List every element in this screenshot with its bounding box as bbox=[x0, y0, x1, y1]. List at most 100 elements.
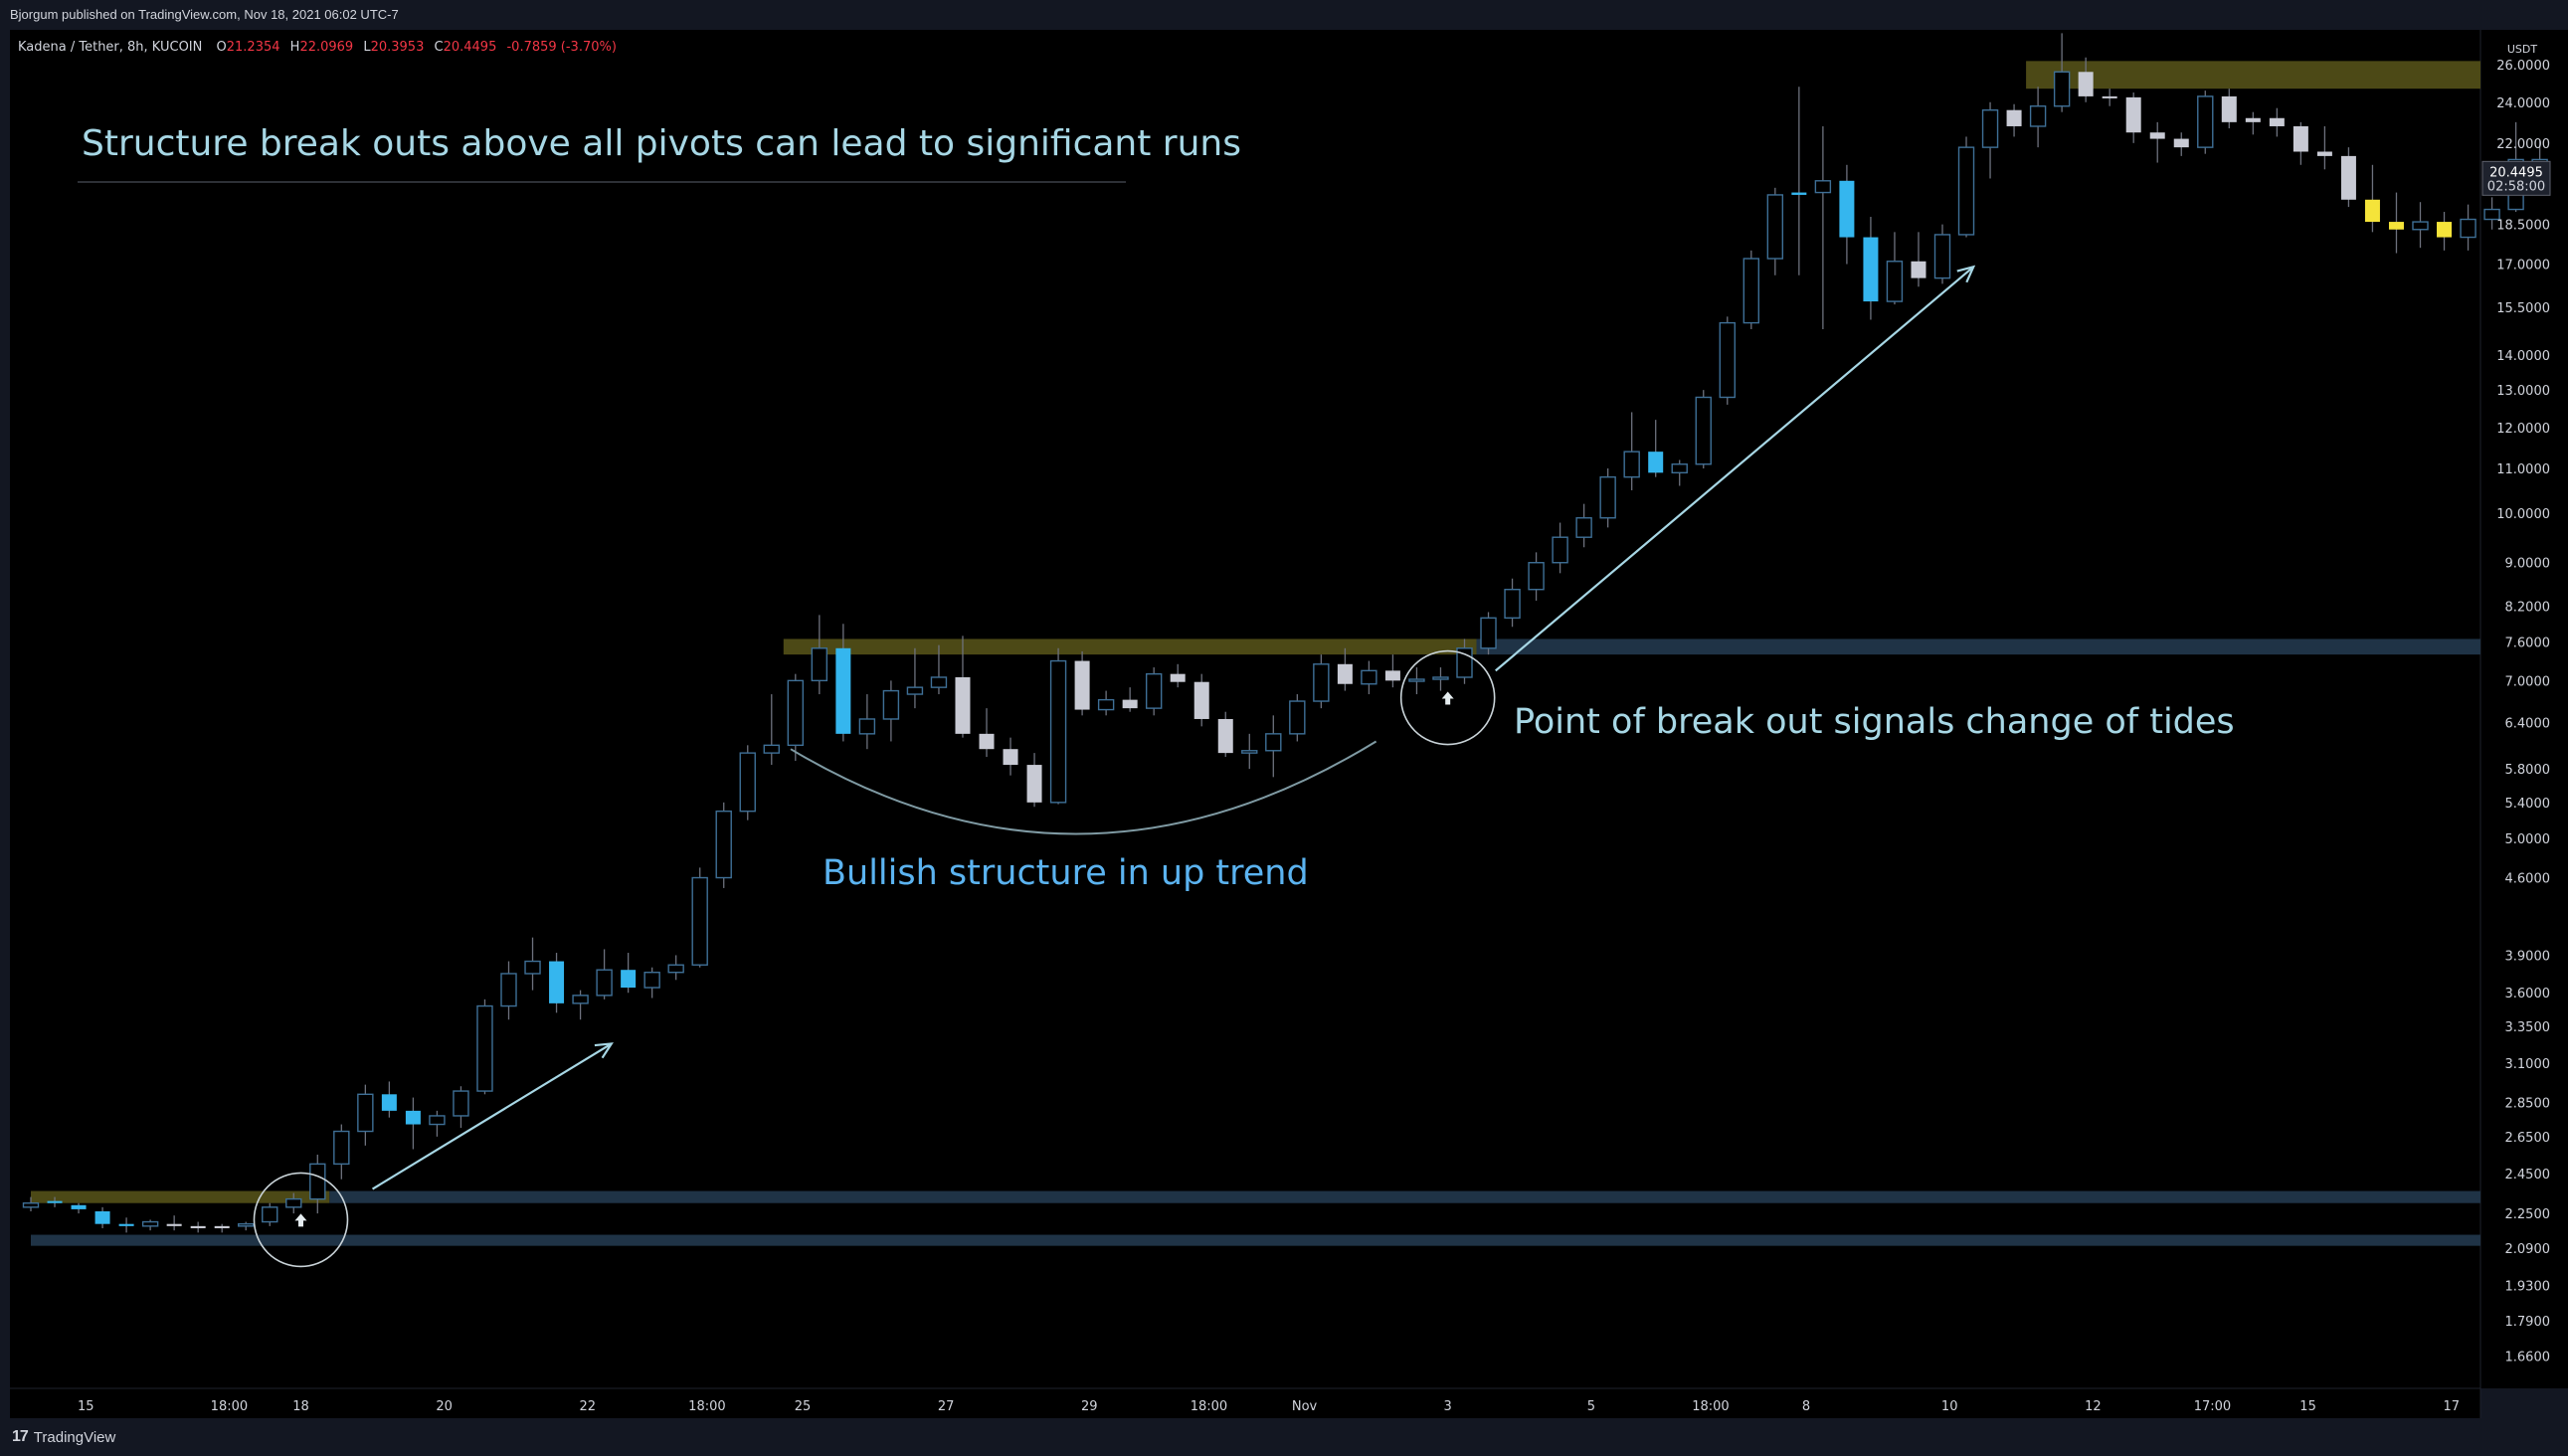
candle-3 bbox=[94, 1206, 110, 1229]
candle-body bbox=[22, 1202, 40, 1208]
candle-38 bbox=[930, 644, 948, 695]
price-axis-panel bbox=[2480, 30, 2568, 1388]
candle-body bbox=[1337, 663, 1353, 684]
time-tick-label: 18:00 bbox=[688, 1399, 725, 1414]
candle-body bbox=[500, 973, 517, 1007]
candle-98 bbox=[2364, 164, 2380, 233]
candle-1 bbox=[47, 1196, 63, 1207]
candle-23 bbox=[572, 990, 589, 1020]
candle-91 bbox=[2197, 91, 2214, 154]
candle-82 bbox=[1981, 101, 1999, 179]
price-axis[interactable]: USDT 26.0000 24.0000 22.0000 18.5000 17.0000… bbox=[2496, 43, 2550, 1365]
candle-body bbox=[811, 647, 828, 682]
candle-37 bbox=[906, 647, 924, 709]
candle-body bbox=[858, 718, 876, 735]
candle-body bbox=[1145, 672, 1163, 709]
price-tick-label: 10.0000 bbox=[2496, 507, 2550, 522]
time-tick-label: 17 bbox=[2443, 1399, 2460, 1414]
price-tick-label: 12.0000 bbox=[2496, 422, 2550, 437]
candle-body bbox=[1003, 749, 1018, 766]
candle-body bbox=[2340, 155, 2356, 200]
candle-body bbox=[1766, 194, 1784, 260]
candle-68 bbox=[1648, 420, 1664, 477]
candle-body bbox=[1193, 681, 1209, 719]
candle-51 bbox=[1241, 733, 1258, 770]
annotations-layer: Structure break outs above all pivots ca… bbox=[78, 123, 2235, 1268]
candle-18 bbox=[453, 1086, 469, 1129]
time-axis-panel bbox=[10, 1388, 2480, 1418]
zone-support-1 bbox=[329, 1190, 2480, 1203]
price-tick-label: 7.0000 bbox=[2505, 674, 2551, 689]
candle-body bbox=[309, 1163, 326, 1200]
candle-27 bbox=[667, 955, 684, 981]
last-price-label: 20.4495 02:58:00 bbox=[2481, 160, 2551, 196]
candle-97 bbox=[2340, 147, 2356, 208]
price-tick-label: 1.7900 bbox=[2505, 1315, 2551, 1330]
candle-body bbox=[1671, 463, 1688, 474]
candle-body bbox=[2053, 71, 2071, 107]
candle-body bbox=[1528, 562, 1545, 591]
candle-body bbox=[1623, 451, 1640, 478]
price-tick-label: 18.5000 bbox=[2496, 219, 2550, 234]
low-value: 20.3953 bbox=[371, 40, 425, 55]
time-axis[interactable]: 15 18:00 18 20 22 18:00 25 27 29 18:00 Nov 3 5 18:00 8… bbox=[78, 1399, 2460, 1414]
candle-body bbox=[2437, 222, 2453, 238]
candle-13 bbox=[333, 1124, 350, 1180]
symbol-name: Kadena / Tether, 8h, KUCOIN bbox=[18, 40, 202, 55]
candle-body bbox=[1384, 670, 1400, 681]
candle-33 bbox=[811, 615, 828, 695]
candle-body bbox=[1648, 452, 1664, 473]
candle-body bbox=[1791, 192, 1807, 195]
candle-59 bbox=[1432, 667, 1449, 691]
trend-arrow-head-0 bbox=[594, 1042, 614, 1059]
candle-39 bbox=[955, 636, 971, 738]
candle-body bbox=[524, 960, 541, 975]
price-tick-label: 2.2500 bbox=[2505, 1207, 2551, 1222]
candle-body bbox=[1504, 589, 1521, 620]
candle-body bbox=[118, 1223, 134, 1226]
price-chart[interactable]: Structure break outs above all pivots ca… bbox=[0, 30, 2568, 1418]
candle-body bbox=[2149, 132, 2165, 139]
chart-title-annotation: Structure break outs above all pivots ca… bbox=[82, 123, 1241, 164]
time-tick-label: 15 bbox=[2299, 1399, 2316, 1414]
candle-body bbox=[667, 964, 684, 974]
zones-layer bbox=[31, 61, 2480, 1246]
candle-body bbox=[2388, 222, 2404, 230]
candle-32 bbox=[787, 673, 804, 762]
time-tick-label: 22 bbox=[580, 1399, 597, 1414]
candle-62 bbox=[1504, 578, 1521, 628]
candle-28 bbox=[691, 867, 708, 968]
price-tick-label: 3.3500 bbox=[2505, 1020, 2551, 1035]
low-label: L bbox=[363, 40, 371, 55]
candle-body bbox=[1719, 321, 1736, 399]
candle-body bbox=[787, 679, 804, 747]
candle-body bbox=[1695, 396, 1712, 465]
candle-50 bbox=[1217, 711, 1233, 758]
price-tick-label: 1.6600 bbox=[2505, 1351, 2551, 1365]
candle-4 bbox=[118, 1217, 134, 1233]
price-tick-label: 5.8000 bbox=[2505, 763, 2551, 778]
structure-annotation: Bullish structure in up trend bbox=[823, 853, 1309, 893]
tradingview-logo[interactable]: 17 TradingView bbox=[12, 1428, 115, 1446]
candle-72 bbox=[1743, 250, 1760, 329]
candle-body bbox=[691, 876, 708, 966]
price-tick-label: 3.9000 bbox=[2505, 949, 2551, 964]
candle-body bbox=[1957, 146, 1975, 236]
candle-body bbox=[906, 686, 924, 695]
breakout-arrow-icon-0 bbox=[294, 1213, 307, 1227]
last-price-value: 20.4495 bbox=[2489, 165, 2543, 180]
candle-74 bbox=[1791, 87, 1807, 275]
candle-body bbox=[2364, 199, 2380, 223]
time-tick-label: 18:00 bbox=[211, 1399, 248, 1414]
price-tick-label: 11.0000 bbox=[2496, 462, 2550, 477]
candle-body bbox=[1265, 733, 1282, 752]
candle-19 bbox=[476, 999, 493, 1095]
candle-17 bbox=[429, 1110, 446, 1137]
candle-7 bbox=[190, 1221, 206, 1233]
candle-body bbox=[2006, 109, 2022, 126]
time-tick-label: 18 bbox=[292, 1399, 309, 1414]
candle-body bbox=[71, 1204, 87, 1209]
zone-resistance-5 bbox=[2026, 61, 2480, 90]
candle-body bbox=[621, 970, 637, 989]
candle-body bbox=[596, 969, 613, 997]
